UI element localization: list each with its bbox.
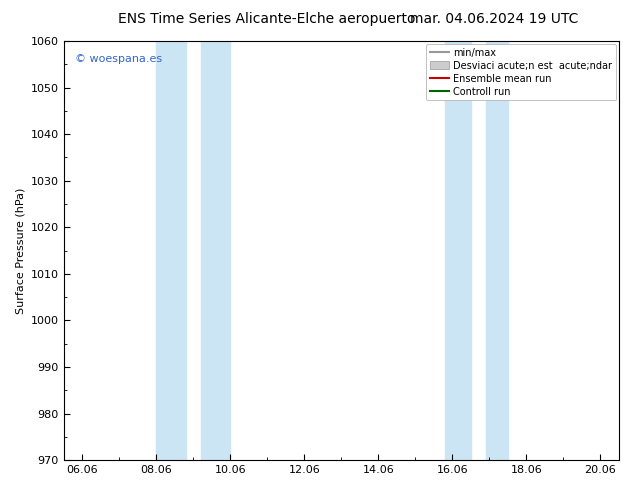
Text: ENS Time Series Alicante-Elche aeropuerto: ENS Time Series Alicante-Elche aeropuert… xyxy=(117,12,415,26)
Bar xyxy=(200,41,230,460)
Legend: min/max, Desviaci acute;n est  acute;ndar, Ensemble mean run, Controll run: min/max, Desviaci acute;n est acute;ndar… xyxy=(426,44,616,100)
Bar xyxy=(486,41,508,460)
Y-axis label: Surface Pressure (hPa): Surface Pressure (hPa) xyxy=(15,187,25,314)
Text: © woespana.es: © woespana.es xyxy=(75,53,162,64)
Bar xyxy=(445,41,471,460)
Text: mar. 04.06.2024 19 UTC: mar. 04.06.2024 19 UTC xyxy=(410,12,579,26)
Bar xyxy=(156,41,186,460)
